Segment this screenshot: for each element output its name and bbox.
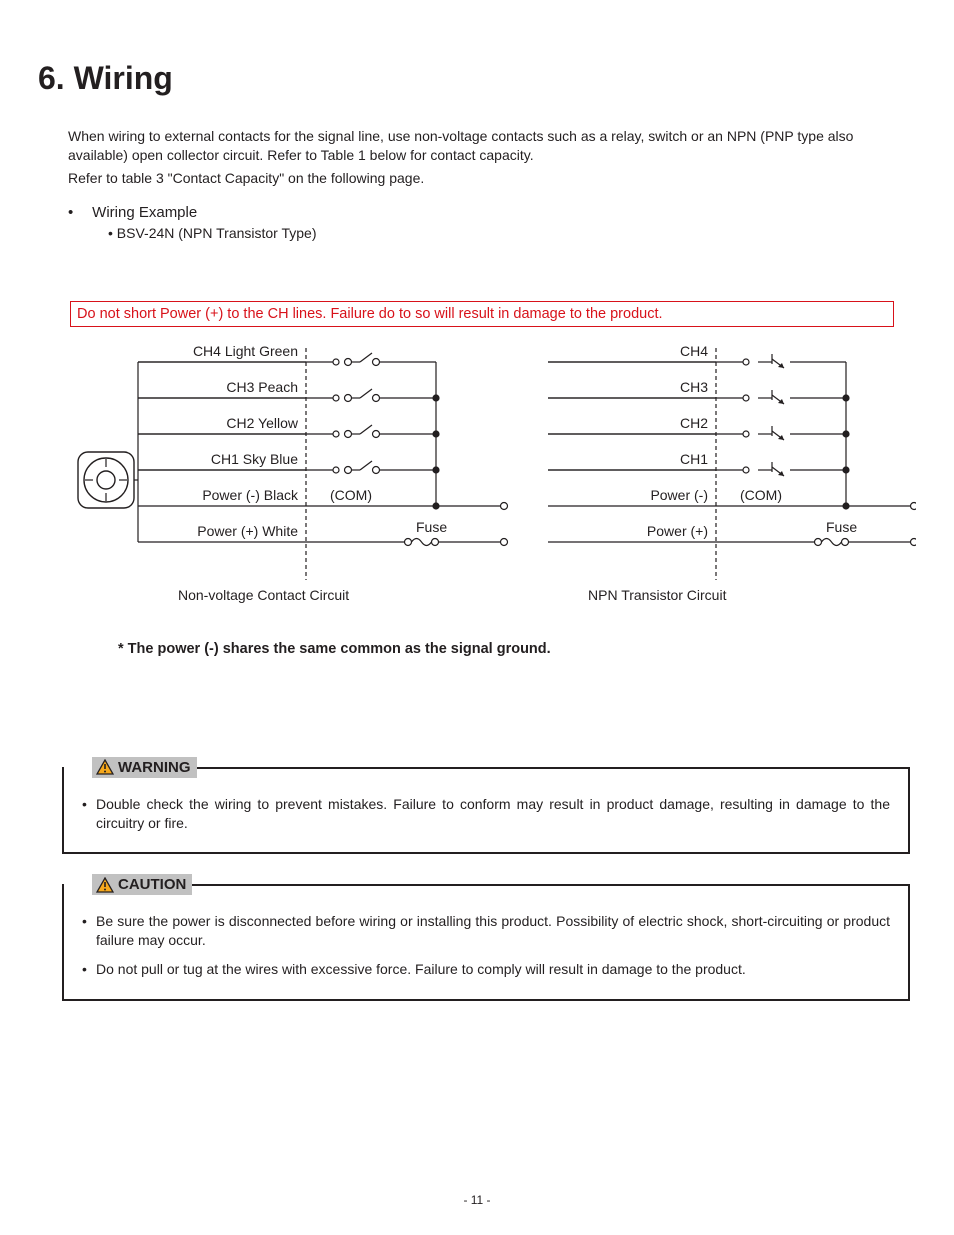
svg-text:Power (-) Black: Power (-) Black (202, 487, 299, 503)
page-number: - 11 - (0, 1193, 954, 1207)
alert-item-text: Double check the wiring to prevent mista… (96, 795, 890, 833)
caution-label-text: CAUTION (118, 876, 186, 893)
alert-item-text: Be sure the power is disconnected before… (96, 912, 890, 950)
svg-text:Fuse: Fuse (416, 519, 447, 535)
svg-text:Power (+) White: Power (+) White (197, 523, 298, 539)
bullet-dot-icon: • (68, 204, 88, 221)
bullet-dot-icon: • (82, 912, 96, 950)
svg-text:(COM): (COM) (330, 487, 372, 503)
svg-text:CH1 Sky Blue: CH1 Sky Blue (211, 451, 298, 467)
svg-text:CH4 Light Green: CH4 Light Green (193, 343, 298, 359)
svg-text:CH4: CH4 (680, 343, 708, 359)
svg-text:CH2: CH2 (680, 415, 708, 431)
alert-item-text: Do not pull or tug at the wires with exc… (96, 960, 746, 979)
warning-icon (96, 759, 114, 775)
caution-icon (96, 877, 114, 893)
bullet-dot-icon: • (82, 795, 96, 833)
wiring-example-bullet: • Wiring Example (68, 204, 916, 221)
svg-text:Power (+): Power (+) (647, 523, 708, 539)
alert-item: •Do not pull or tug at the wires with ex… (82, 960, 890, 979)
alert-item: •Double check the wiring to prevent mist… (82, 795, 890, 833)
caution-label: CAUTION (92, 874, 192, 895)
caution-box: CAUTION •Be sure the power is disconnect… (62, 884, 910, 1001)
alert-item: •Be sure the power is disconnected befor… (82, 912, 890, 950)
warning-box: WARNING •Double check the wiring to prev… (62, 767, 910, 855)
diagram-footnote: * The power (-) shares the same common a… (118, 641, 916, 657)
wiring-diagram-svg: CH4 Light Green CH3 Peach CH2 Yellow CH1 Sk… (38, 337, 916, 637)
svg-text:CH1: CH1 (680, 451, 708, 467)
bullet-dot-icon: • (82, 960, 96, 979)
wiring-example-label: Wiring Example (92, 204, 197, 221)
intro-paragraph-2: Refer to table 3 "Contact Capacity" on t… (68, 169, 908, 188)
section-title: 6. Wiring (38, 60, 916, 97)
wiring-example-sub-bullet: • BSV-24N (NPN Transistor Type) (108, 225, 916, 241)
svg-text:(COM): (COM) (740, 487, 782, 503)
svg-text:CH3 Peach: CH3 Peach (226, 379, 298, 395)
svg-text:Power (-): Power (-) (650, 487, 708, 503)
warning-label: WARNING (92, 757, 197, 778)
warning-label-text: WARNING (118, 759, 191, 776)
short-warning-box: Do not short Power (+) to the CH lines. … (70, 301, 894, 327)
svg-text:CH3: CH3 (680, 379, 708, 395)
wiring-diagrams: CH4 Light Green CH3 Peach CH2 Yellow CH1 Sk… (38, 337, 916, 637)
svg-text:Non-voltage Contact Circuit: Non-voltage Contact Circuit (178, 587, 349, 603)
intro-paragraph-1: When wiring to external contacts for the… (68, 127, 908, 165)
svg-text:NPN Transistor Circuit: NPN Transistor Circuit (588, 587, 727, 603)
svg-text:CH2 Yellow: CH2 Yellow (226, 415, 298, 431)
svg-text:Fuse: Fuse (826, 519, 857, 535)
